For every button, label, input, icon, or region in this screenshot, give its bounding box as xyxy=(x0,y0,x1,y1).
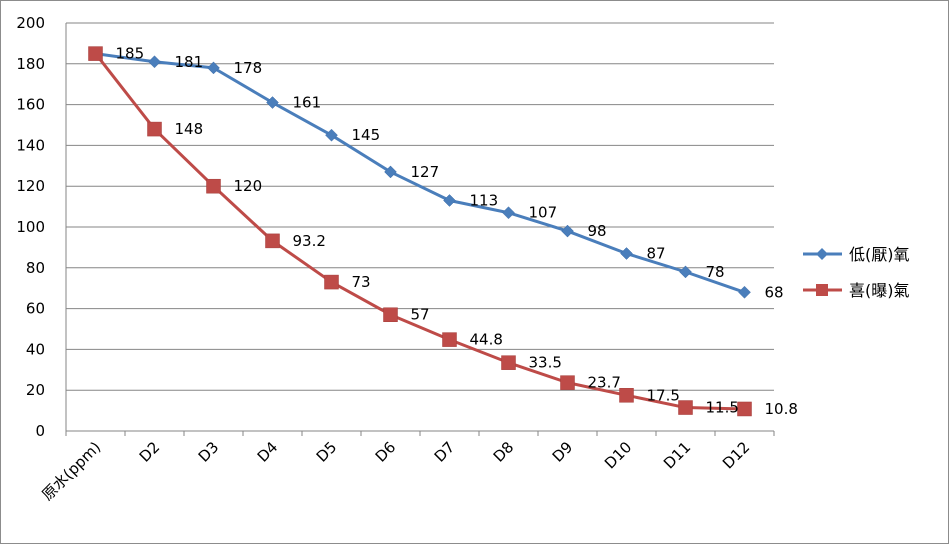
data-label: 10.8 xyxy=(765,400,798,418)
y-tick-label: 80 xyxy=(26,259,45,277)
series-group xyxy=(88,46,752,417)
series-1 xyxy=(88,46,752,417)
x-tick-label: D11 xyxy=(660,438,694,472)
data-point-marker xyxy=(265,233,280,249)
data-point-marker xyxy=(206,178,221,194)
data-point-marker xyxy=(442,332,457,347)
y-axis-tick-labels: 0 20 40 60 80 100 120 140 160 180 200 xyxy=(16,14,45,440)
data-point-marker xyxy=(148,55,161,69)
y-tick-label: 20 xyxy=(26,381,45,399)
data-label: 120 xyxy=(234,177,263,195)
x-tick-label: D12 xyxy=(719,438,753,472)
series-line xyxy=(94,52,745,411)
data-point-marker xyxy=(738,285,751,299)
data-label: 68 xyxy=(765,283,784,301)
data-point-marker xyxy=(620,247,633,260)
data-point-marker xyxy=(443,194,456,207)
x-tick-label: D4 xyxy=(254,438,282,466)
data-label: 87 xyxy=(647,245,666,263)
data-label: 33.5 xyxy=(529,354,562,372)
data-label: 181 xyxy=(175,53,204,71)
y-tick-label: 200 xyxy=(16,14,45,32)
series-0 xyxy=(89,47,751,299)
x-tick-label: D7 xyxy=(431,438,459,466)
legend-marker xyxy=(816,284,828,296)
legend: 低(厭)氧喜(曝)氣 xyxy=(803,245,910,300)
x-tick-label: D8 xyxy=(490,438,518,466)
data-point-marker xyxy=(619,388,634,403)
y-tick-label: 180 xyxy=(16,55,45,73)
legend-label: 低(厭)氧 xyxy=(849,245,910,264)
data-point-marker xyxy=(678,400,693,415)
data-point-marker xyxy=(324,274,339,290)
data-label: 23.7 xyxy=(588,374,621,392)
data-label: 17.5 xyxy=(647,386,680,404)
x-tick-label: D9 xyxy=(549,438,577,466)
legend-marker xyxy=(816,248,828,260)
y-tick-label: 0 xyxy=(35,422,45,440)
y-tick-label: 100 xyxy=(16,218,45,236)
data-label: 98 xyxy=(588,222,607,240)
data-label: 161 xyxy=(293,94,322,112)
data-point-marker xyxy=(325,128,338,142)
series-line xyxy=(95,52,745,294)
gridlines xyxy=(66,22,774,432)
y-tick-label: 160 xyxy=(16,96,45,114)
data-point-marker xyxy=(502,206,515,220)
data-point-marker xyxy=(737,401,752,417)
data-label: 11.5 xyxy=(706,399,739,417)
data-label: 44.8 xyxy=(470,331,503,349)
y-tick-label: 120 xyxy=(16,177,45,195)
data-point-marker xyxy=(88,46,103,61)
x-tick-label: D3 xyxy=(195,438,223,466)
legend-label: 喜(曝)氣 xyxy=(849,281,910,300)
data-label: 107 xyxy=(529,204,558,222)
data-point-marker xyxy=(207,61,220,75)
y-tick-label: 60 xyxy=(26,300,45,318)
data-label: 73 xyxy=(352,273,371,291)
data-label: 185 xyxy=(116,45,145,63)
data-label: 78 xyxy=(706,263,725,281)
data-point-marker xyxy=(266,96,279,109)
y-tick-label: 140 xyxy=(16,136,45,154)
x-tick-label: D10 xyxy=(601,438,635,472)
y-tick-label: 40 xyxy=(26,340,45,358)
data-label: 57 xyxy=(411,306,430,324)
legend-item-0: 低(厭)氧 xyxy=(803,245,910,264)
data-point-marker xyxy=(383,307,398,322)
data-point-marker xyxy=(560,375,575,390)
data-label: 93.2 xyxy=(293,232,326,250)
data-point-marker xyxy=(561,224,574,238)
data-point-marker xyxy=(679,265,692,279)
legend-item-1: 喜(曝)氣 xyxy=(803,281,910,300)
x-tick-label: D2 xyxy=(136,438,164,466)
x-tick-label: 原水(ppm) xyxy=(38,438,104,504)
data-labels: 185 181 178 161 145 127 113 107 98 87 78 68 148 120 93… xyxy=(116,45,798,418)
data-label: 145 xyxy=(352,126,381,144)
data-point-marker xyxy=(147,121,162,137)
data-label: 113 xyxy=(470,191,499,209)
x-tick-label: D5 xyxy=(313,438,341,466)
data-label: 178 xyxy=(234,59,263,77)
data-label: 148 xyxy=(175,120,204,138)
x-axis-tick-labels: 原水(ppm) D2 D3 D4 D5 D6 D7 D8 D9 D10 D11 D12 xyxy=(38,438,753,504)
x-tick-label: D6 xyxy=(372,438,400,466)
data-label: 127 xyxy=(411,163,440,181)
x-axis xyxy=(65,23,775,436)
data-point-marker xyxy=(501,355,516,370)
data-point-marker xyxy=(384,165,397,179)
